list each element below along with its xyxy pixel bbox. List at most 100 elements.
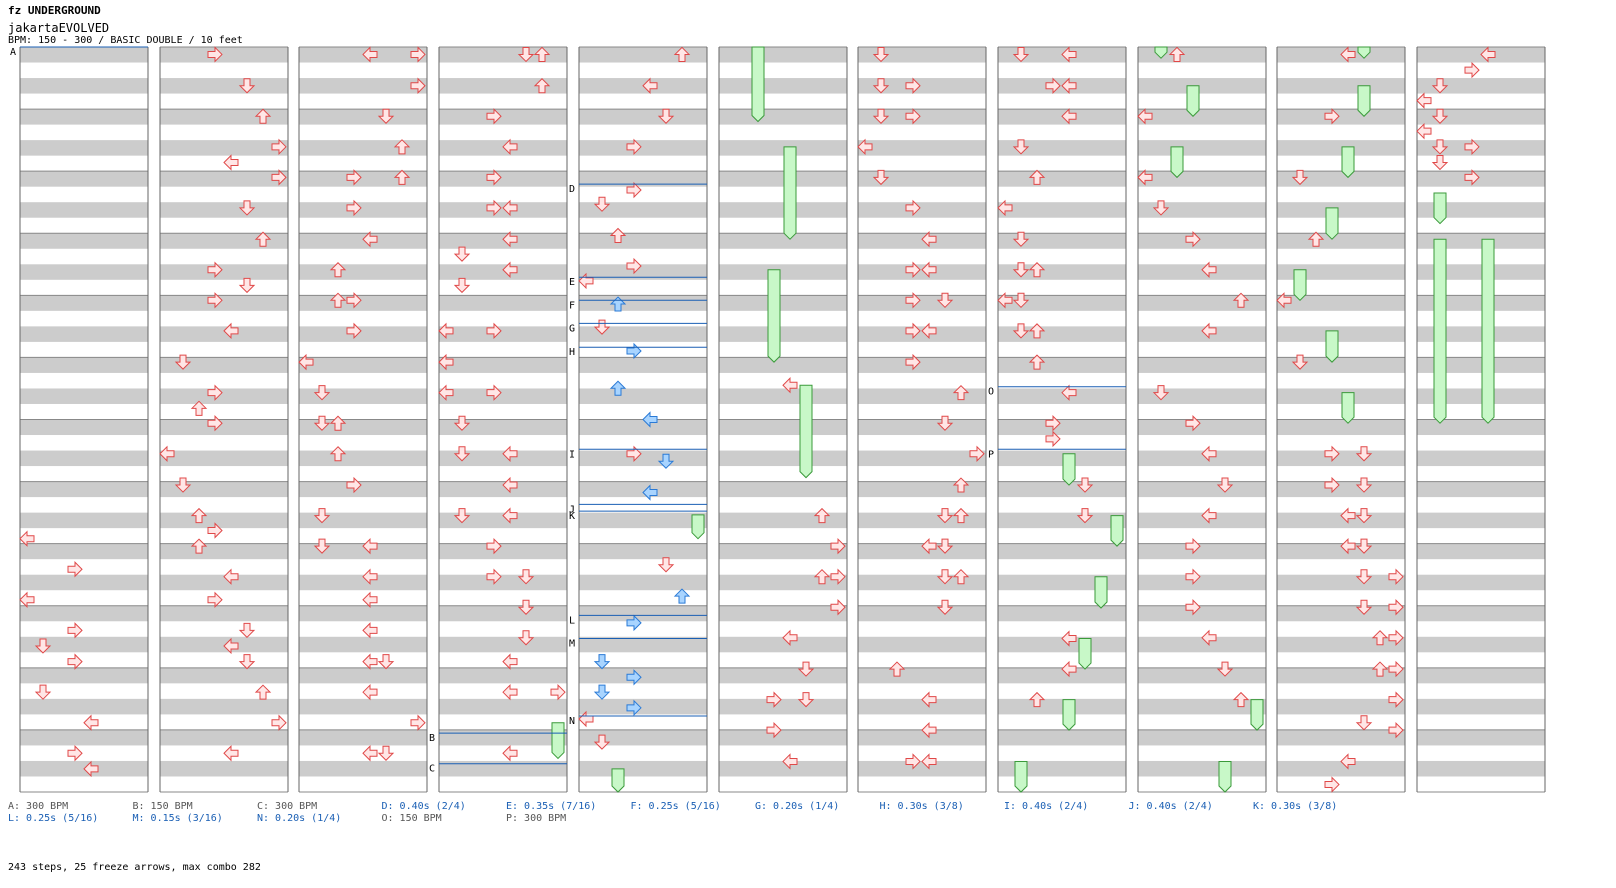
beat-band bbox=[579, 171, 707, 187]
step-arrow-down bbox=[238, 78, 256, 94]
beat-band bbox=[1138, 729, 1266, 746]
legend-item: K: 0.30s (3/8) bbox=[1253, 801, 1338, 812]
beat-band bbox=[160, 202, 288, 218]
step-arrow-up bbox=[952, 477, 970, 493]
step-arrow-up bbox=[190, 400, 208, 416]
beat-band bbox=[160, 512, 288, 529]
beat-band bbox=[299, 481, 427, 498]
step-arrow-left bbox=[1340, 537, 1356, 555]
beat-band bbox=[998, 388, 1126, 404]
step-arrow-right bbox=[550, 683, 566, 701]
beat-band bbox=[160, 667, 288, 684]
step-arrow-up bbox=[1307, 231, 1325, 247]
freeze-arrow bbox=[1481, 238, 1495, 424]
beat-band bbox=[1277, 512, 1405, 529]
step-arrow-left bbox=[502, 476, 518, 494]
beat-band bbox=[439, 698, 567, 715]
beat-band bbox=[20, 698, 148, 715]
beat-band bbox=[858, 140, 986, 156]
step-arrow-down bbox=[238, 200, 256, 216]
beat-band bbox=[1138, 202, 1266, 218]
step-arrow-up bbox=[329, 446, 347, 462]
beat-band bbox=[858, 47, 986, 63]
step-arrow-up bbox=[673, 46, 691, 62]
beat-band bbox=[20, 512, 148, 529]
legend-item: M: 0.15s (3/16) bbox=[132, 813, 223, 824]
step-arrow-right bbox=[905, 261, 921, 278]
step-arrow-up bbox=[609, 227, 627, 243]
beat-band bbox=[1138, 760, 1266, 777]
step-arrow-right bbox=[486, 568, 502, 585]
step-arrow-up bbox=[533, 78, 551, 94]
step-arrow-left bbox=[1201, 322, 1217, 340]
step-arrow-up bbox=[254, 684, 272, 700]
step-arrow-left bbox=[362, 231, 378, 248]
step-arrow-right bbox=[486, 108, 502, 125]
marker-label: O bbox=[988, 387, 994, 398]
freeze-arrow bbox=[1170, 146, 1184, 179]
beat-band bbox=[579, 419, 707, 436]
marker-label: F bbox=[569, 300, 575, 311]
beat-band bbox=[160, 543, 288, 560]
step-arrow-up bbox=[1168, 46, 1186, 62]
step-arrow-right bbox=[1324, 776, 1340, 793]
beat-band bbox=[719, 729, 847, 746]
step-arrow-left bbox=[502, 653, 518, 670]
beat-band bbox=[20, 450, 148, 467]
beat-band bbox=[858, 326, 986, 342]
step-arrow-up bbox=[329, 415, 347, 431]
step-arrow-right bbox=[1324, 476, 1340, 494]
beat-band bbox=[160, 264, 288, 280]
freeze-arrow bbox=[1325, 330, 1339, 363]
beat-band bbox=[20, 78, 148, 94]
beat-band bbox=[579, 233, 707, 249]
beat-band bbox=[1417, 295, 1545, 311]
beat-band bbox=[998, 698, 1126, 715]
step-arrow-right bbox=[905, 353, 921, 371]
beat-band bbox=[858, 295, 986, 311]
beat-band bbox=[1277, 419, 1405, 436]
step-arrow-left bbox=[1061, 77, 1077, 94]
step-arrow-down bbox=[453, 446, 471, 462]
beat-band bbox=[1138, 450, 1266, 467]
step-arrow-down bbox=[1076, 508, 1094, 524]
beat-band bbox=[299, 419, 427, 436]
step-arrow-right bbox=[486, 169, 502, 186]
beat-band bbox=[299, 543, 427, 560]
beat-band bbox=[579, 698, 707, 715]
step-arrow-right bbox=[410, 714, 426, 731]
beat-band bbox=[439, 78, 567, 94]
freeze-arrow bbox=[1293, 269, 1307, 302]
step-arrow-down bbox=[313, 385, 331, 401]
step-arrow-left bbox=[782, 753, 798, 770]
step-arrow-right bbox=[207, 261, 223, 278]
beat-band bbox=[20, 574, 148, 591]
freeze-arrow bbox=[1078, 638, 1092, 670]
beat-band bbox=[579, 388, 707, 404]
step-arrow-down bbox=[1291, 169, 1309, 186]
step-arrow-down bbox=[1012, 323, 1030, 339]
step-arrow-up bbox=[190, 507, 208, 524]
beat-band bbox=[998, 605, 1126, 622]
step-arrow-right bbox=[766, 721, 782, 739]
freeze-arrow bbox=[1357, 85, 1371, 117]
beat-band bbox=[299, 326, 427, 342]
beat-band bbox=[439, 109, 567, 125]
beat-band bbox=[20, 481, 148, 498]
beat-band bbox=[719, 450, 847, 467]
beat-band bbox=[579, 760, 707, 777]
beat-band bbox=[1417, 667, 1545, 684]
beat-band bbox=[1138, 574, 1266, 591]
step-arrow-left bbox=[362, 622, 378, 639]
beat-band bbox=[998, 357, 1126, 373]
beat-band bbox=[719, 202, 847, 218]
step-arrow-down bbox=[1431, 139, 1449, 155]
step-arrow-down bbox=[1152, 385, 1170, 401]
step-arrow-up bbox=[1232, 292, 1250, 308]
beat-band bbox=[20, 543, 148, 560]
step-arrow-left bbox=[362, 568, 378, 585]
step-arrow-down bbox=[34, 684, 52, 700]
beat-band bbox=[439, 574, 567, 591]
step-arrow-down bbox=[313, 508, 331, 524]
beat-band bbox=[858, 171, 986, 187]
